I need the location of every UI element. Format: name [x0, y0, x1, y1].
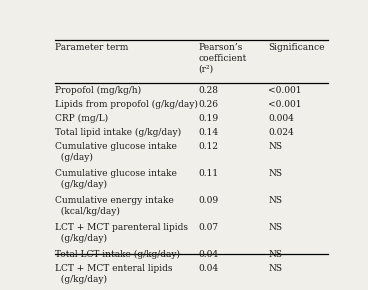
Text: CRP (mg/L): CRP (mg/L) [54, 114, 108, 124]
Text: 0.004: 0.004 [269, 114, 294, 123]
Text: <0.001: <0.001 [269, 86, 302, 95]
Text: Total lipid intake (g/kg/day): Total lipid intake (g/kg/day) [54, 128, 181, 137]
Text: NS: NS [269, 142, 283, 151]
Text: Significance: Significance [269, 43, 325, 52]
Text: 0.09: 0.09 [199, 196, 219, 205]
Text: Cumulative energy intake
  (kcal/kg/day): Cumulative energy intake (kcal/kg/day) [54, 196, 173, 216]
Text: 0.07: 0.07 [199, 223, 219, 232]
Text: 0.14: 0.14 [199, 128, 219, 137]
Text: NS: NS [269, 169, 283, 178]
Text: Cumulative glucose intake
  (g/kg/day): Cumulative glucose intake (g/kg/day) [54, 169, 176, 189]
Text: 0.11: 0.11 [199, 169, 219, 178]
Text: LCT + MCT enteral lipids
  (g/kg/day): LCT + MCT enteral lipids (g/kg/day) [54, 264, 172, 284]
Text: 0.04: 0.04 [199, 250, 219, 259]
Text: NS: NS [269, 196, 283, 205]
Text: <0.001: <0.001 [269, 100, 302, 109]
Text: 0.024: 0.024 [269, 128, 294, 137]
Text: Propofol (mg/kg/h): Propofol (mg/kg/h) [54, 86, 141, 95]
Text: Total LCT intake (g/kg/day): Total LCT intake (g/kg/day) [54, 250, 180, 259]
Text: NS: NS [269, 264, 283, 273]
Text: NS: NS [269, 223, 283, 232]
Text: 0.12: 0.12 [199, 142, 219, 151]
Text: 0.28: 0.28 [199, 86, 219, 95]
Text: LCT + MCT parenteral lipids
  (g/kg/day): LCT + MCT parenteral lipids (g/kg/day) [54, 223, 188, 243]
Text: Pearson’s
coefficient
(r²): Pearson’s coefficient (r²) [199, 43, 247, 74]
Text: 0.26: 0.26 [199, 100, 219, 109]
Text: 0.04: 0.04 [199, 264, 219, 273]
Text: Lipids from propofol (g/kg/day): Lipids from propofol (g/kg/day) [54, 100, 197, 109]
Text: Parameter term: Parameter term [54, 43, 128, 52]
Text: 0.19: 0.19 [199, 114, 219, 123]
Text: Cumulative glucose intake
  (g/day): Cumulative glucose intake (g/day) [54, 142, 176, 162]
Text: NS: NS [269, 250, 283, 259]
